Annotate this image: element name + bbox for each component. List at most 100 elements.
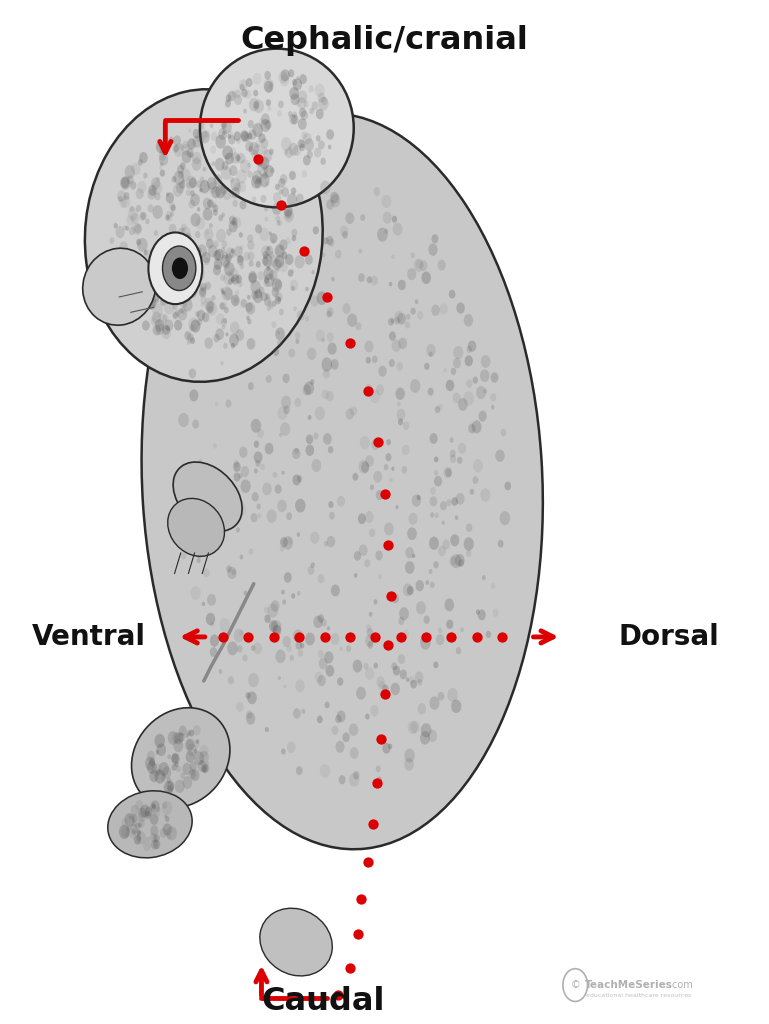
- Circle shape: [232, 200, 238, 207]
- Circle shape: [173, 739, 183, 753]
- Circle shape: [164, 814, 168, 818]
- Circle shape: [405, 547, 414, 558]
- Circle shape: [214, 259, 222, 269]
- Circle shape: [298, 97, 307, 110]
- Circle shape: [299, 143, 305, 152]
- Circle shape: [120, 199, 127, 208]
- Circle shape: [124, 290, 128, 296]
- Circle shape: [255, 289, 262, 299]
- Circle shape: [166, 826, 177, 841]
- Point: [344, 335, 356, 351]
- Circle shape: [407, 268, 416, 281]
- Circle shape: [480, 488, 491, 502]
- Circle shape: [217, 492, 224, 501]
- Circle shape: [458, 442, 466, 454]
- Circle shape: [287, 645, 291, 652]
- Circle shape: [328, 342, 337, 354]
- Circle shape: [226, 565, 231, 572]
- Circle shape: [114, 274, 123, 287]
- Circle shape: [212, 205, 218, 212]
- Circle shape: [189, 177, 197, 188]
- Circle shape: [231, 153, 240, 164]
- Circle shape: [315, 84, 325, 97]
- Circle shape: [152, 836, 158, 843]
- Circle shape: [275, 292, 282, 302]
- Circle shape: [331, 276, 335, 282]
- Circle shape: [139, 213, 145, 221]
- Circle shape: [162, 246, 196, 291]
- Circle shape: [321, 357, 332, 372]
- Point: [321, 289, 333, 305]
- Circle shape: [268, 106, 271, 112]
- Circle shape: [293, 145, 301, 156]
- Circle shape: [150, 825, 158, 836]
- Circle shape: [178, 288, 188, 301]
- Circle shape: [246, 711, 253, 719]
- Circle shape: [425, 581, 429, 585]
- Circle shape: [181, 151, 191, 163]
- Point: [420, 629, 432, 645]
- Circle shape: [259, 287, 265, 294]
- Circle shape: [181, 226, 191, 241]
- Circle shape: [131, 271, 136, 278]
- Circle shape: [275, 280, 281, 289]
- Circle shape: [135, 188, 144, 200]
- Circle shape: [213, 209, 218, 216]
- Circle shape: [371, 706, 379, 717]
- Circle shape: [451, 554, 461, 568]
- Circle shape: [280, 74, 289, 86]
- Circle shape: [233, 462, 241, 472]
- Circle shape: [365, 456, 374, 467]
- Circle shape: [159, 166, 162, 170]
- Circle shape: [476, 386, 486, 399]
- Circle shape: [447, 499, 452, 506]
- Circle shape: [265, 165, 274, 177]
- Circle shape: [231, 217, 238, 225]
- Circle shape: [161, 253, 165, 258]
- Circle shape: [156, 743, 166, 756]
- Circle shape: [305, 444, 314, 456]
- Circle shape: [354, 573, 358, 578]
- Ellipse shape: [260, 908, 332, 976]
- Circle shape: [355, 323, 361, 331]
- Circle shape: [430, 497, 438, 507]
- Circle shape: [415, 259, 422, 269]
- Circle shape: [430, 433, 438, 444]
- Circle shape: [325, 651, 334, 664]
- Circle shape: [398, 338, 407, 349]
- Circle shape: [125, 225, 129, 230]
- Circle shape: [140, 263, 146, 270]
- Circle shape: [407, 527, 417, 540]
- Circle shape: [160, 828, 168, 838]
- Circle shape: [181, 552, 186, 559]
- Circle shape: [310, 295, 318, 306]
- Circle shape: [215, 483, 221, 490]
- Circle shape: [434, 457, 438, 462]
- Circle shape: [123, 284, 129, 292]
- Circle shape: [230, 147, 236, 156]
- Circle shape: [175, 309, 180, 316]
- Circle shape: [187, 148, 194, 158]
- Circle shape: [278, 220, 282, 226]
- Circle shape: [288, 269, 293, 276]
- Circle shape: [192, 152, 201, 165]
- Circle shape: [285, 147, 293, 159]
- Circle shape: [277, 220, 281, 225]
- Circle shape: [284, 150, 288, 156]
- Circle shape: [298, 90, 308, 103]
- Circle shape: [174, 256, 177, 260]
- Circle shape: [264, 606, 269, 613]
- Circle shape: [284, 572, 291, 583]
- Circle shape: [171, 176, 176, 182]
- Circle shape: [138, 807, 146, 818]
- Circle shape: [448, 688, 458, 702]
- Circle shape: [205, 762, 209, 766]
- Circle shape: [254, 440, 259, 447]
- Circle shape: [365, 341, 374, 352]
- Circle shape: [403, 422, 409, 430]
- Circle shape: [138, 822, 141, 827]
- Circle shape: [174, 143, 184, 157]
- Circle shape: [177, 165, 184, 174]
- Circle shape: [131, 163, 141, 175]
- Circle shape: [330, 191, 339, 204]
